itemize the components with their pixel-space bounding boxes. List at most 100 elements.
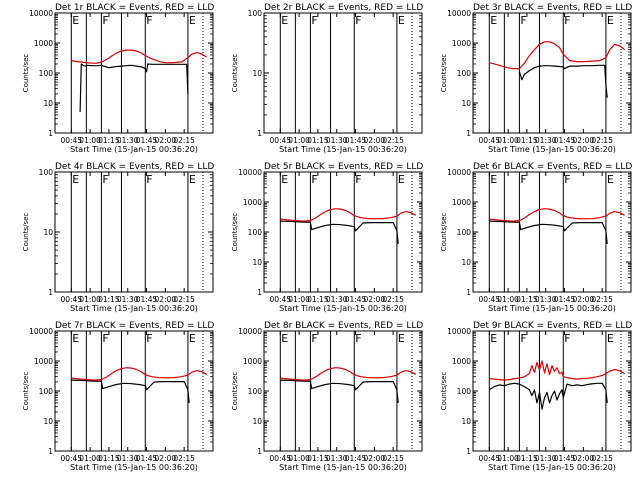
segment-marker-label: E bbox=[72, 14, 79, 27]
plot-title: Det 7r BLACK = Events, RED = LLD bbox=[55, 321, 214, 331]
y-tick-label: 1 bbox=[48, 129, 53, 138]
x-tick-label: 01:00 bbox=[288, 136, 310, 145]
x-tick-label: 00:45 bbox=[478, 136, 500, 145]
x-tick-label: 01:15 bbox=[516, 454, 538, 463]
x-tick-label: 01:15 bbox=[307, 136, 329, 145]
events-series-line bbox=[488, 382, 608, 410]
x-tick-label: 01:15 bbox=[98, 454, 120, 463]
y-axis-label: Counts/sec bbox=[22, 372, 30, 411]
y-axis-label: Counts/sec bbox=[440, 54, 448, 93]
x-tick-label: 01:00 bbox=[288, 295, 310, 304]
x-tick-label: 02:15 bbox=[591, 295, 613, 304]
y-tick-label: 1 bbox=[48, 288, 53, 297]
x-tick-label: 01:30 bbox=[326, 295, 348, 304]
lld-series-line bbox=[489, 208, 625, 222]
plot-title: Det 1r BLACK = Events, RED = LLD bbox=[55, 3, 214, 13]
x-tick-label: 02:00 bbox=[573, 454, 595, 463]
x-tick-label: 01:30 bbox=[117, 295, 139, 304]
y-tick-label: 100 bbox=[248, 228, 263, 237]
x-tick-label: 01:45 bbox=[554, 136, 576, 145]
segment-marker-label: F bbox=[520, 14, 526, 27]
segment-marker-label: E bbox=[281, 173, 288, 186]
x-tick-label: 01:00 bbox=[79, 454, 101, 463]
y-axis-label: Counts/sec bbox=[231, 213, 239, 252]
lld-series-line bbox=[280, 208, 416, 222]
segment-marker-label: F bbox=[146, 14, 152, 27]
y-tick-label: 1000 bbox=[243, 198, 262, 207]
segment-marker-label: E bbox=[72, 332, 79, 345]
x-tick-label: 01:00 bbox=[288, 454, 310, 463]
x-tick-label: 02:00 bbox=[364, 295, 386, 304]
x-tick-label: 01:30 bbox=[117, 136, 139, 145]
y-axis-label: Counts/sec bbox=[22, 54, 30, 93]
x-tick-label: 01:00 bbox=[497, 454, 519, 463]
plot-title: Det 3r BLACK = Events, RED = LLD bbox=[473, 3, 632, 13]
x-axis-label: Start Time (15-Jan-15 00:36:20) bbox=[279, 145, 407, 154]
x-tick-label: 00:45 bbox=[60, 295, 82, 304]
x-tick-label: 02:00 bbox=[155, 454, 177, 463]
plot-panel-5: Det 5r BLACK = Events, RED = LLD00:4501:… bbox=[231, 162, 423, 313]
x-axis-label: Start Time (15-Jan-15 00:36:20) bbox=[279, 463, 407, 472]
plot-frame bbox=[54, 12, 214, 134]
y-tick-label: 10 bbox=[252, 417, 262, 426]
segment-marker-label: E bbox=[189, 14, 196, 27]
segment-marker-label: F bbox=[311, 14, 317, 27]
x-tick-label: 02:00 bbox=[573, 295, 595, 304]
plot-title: Det 4r BLACK = Events, RED = LLD bbox=[55, 162, 214, 172]
y-tick-label: 1 bbox=[257, 129, 262, 138]
segment-marker-label: E bbox=[490, 173, 497, 186]
segment-marker-label: E bbox=[398, 332, 405, 345]
plot-title: Det 9r BLACK = Events, RED = LLD bbox=[473, 321, 632, 331]
y-tick-label: 100 bbox=[39, 168, 54, 177]
segment-marker-label: E bbox=[281, 14, 288, 27]
plot-panel-1: Det 1r BLACK = Events, RED = LLD00:4501:… bbox=[22, 3, 214, 154]
y-axis-label: Counts/sec bbox=[22, 213, 30, 252]
plot-panel-4: Det 4r BLACK = Events, RED = LLD00:4501:… bbox=[22, 162, 214, 313]
plot-frame bbox=[54, 171, 214, 293]
plot-panel-6: Det 6r BLACK = Events, RED = LLD00:4501:… bbox=[440, 162, 632, 313]
plot-title: Det 5r BLACK = Events, RED = LLD bbox=[264, 162, 423, 172]
y-tick-label: 10000 bbox=[238, 327, 262, 336]
x-tick-label: 01:30 bbox=[326, 454, 348, 463]
y-tick-label: 1000 bbox=[243, 357, 262, 366]
x-tick-label: 01:00 bbox=[79, 295, 101, 304]
x-tick-label: 01:30 bbox=[117, 454, 139, 463]
x-axis-label: Start Time (15-Jan-15 00:36:20) bbox=[70, 463, 198, 472]
segment-marker-label: F bbox=[102, 332, 108, 345]
x-tick-label: 01:15 bbox=[98, 136, 120, 145]
plot-frame bbox=[263, 330, 423, 452]
segment-marker-label: E bbox=[490, 332, 497, 345]
plot-frame bbox=[472, 330, 632, 452]
x-tick-label: 01:45 bbox=[554, 454, 576, 463]
y-tick-label: 100 bbox=[457, 69, 472, 78]
x-axis-label: Start Time (15-Jan-15 00:36:20) bbox=[488, 145, 616, 154]
y-tick-label: 1000 bbox=[452, 198, 471, 207]
x-tick-label: 02:15 bbox=[591, 454, 613, 463]
lld-series-line bbox=[71, 49, 208, 64]
x-tick-label: 00:45 bbox=[478, 454, 500, 463]
x-tick-label: 02:00 bbox=[155, 136, 177, 145]
plot-frame bbox=[54, 330, 214, 452]
plot-title: Det 6r BLACK = Events, RED = LLD bbox=[473, 162, 632, 172]
y-tick-label: 10000 bbox=[238, 168, 262, 177]
x-tick-label: 01:45 bbox=[136, 136, 158, 145]
x-tick-label: 01:15 bbox=[307, 295, 329, 304]
x-tick-label: 01:45 bbox=[345, 454, 367, 463]
x-tick-label: 02:15 bbox=[173, 295, 195, 304]
plot-title: Det 2r BLACK = Events, RED = LLD bbox=[264, 3, 423, 13]
segment-marker-label: F bbox=[520, 173, 526, 186]
y-tick-label: 10 bbox=[252, 258, 262, 267]
segment-marker-label: E bbox=[607, 14, 614, 27]
y-tick-label: 100 bbox=[248, 9, 263, 18]
x-tick-label: 02:15 bbox=[173, 136, 195, 145]
lld-series-line bbox=[71, 367, 207, 381]
y-tick-label: 10 bbox=[461, 99, 471, 108]
segment-marker-label: E bbox=[490, 14, 497, 27]
y-tick-label: 10000 bbox=[447, 168, 471, 177]
plot-frame bbox=[263, 12, 423, 134]
segment-marker-label: E bbox=[72, 173, 79, 186]
y-tick-label: 100 bbox=[39, 387, 54, 396]
x-tick-label: 00:45 bbox=[60, 454, 82, 463]
y-tick-label: 10000 bbox=[447, 327, 471, 336]
